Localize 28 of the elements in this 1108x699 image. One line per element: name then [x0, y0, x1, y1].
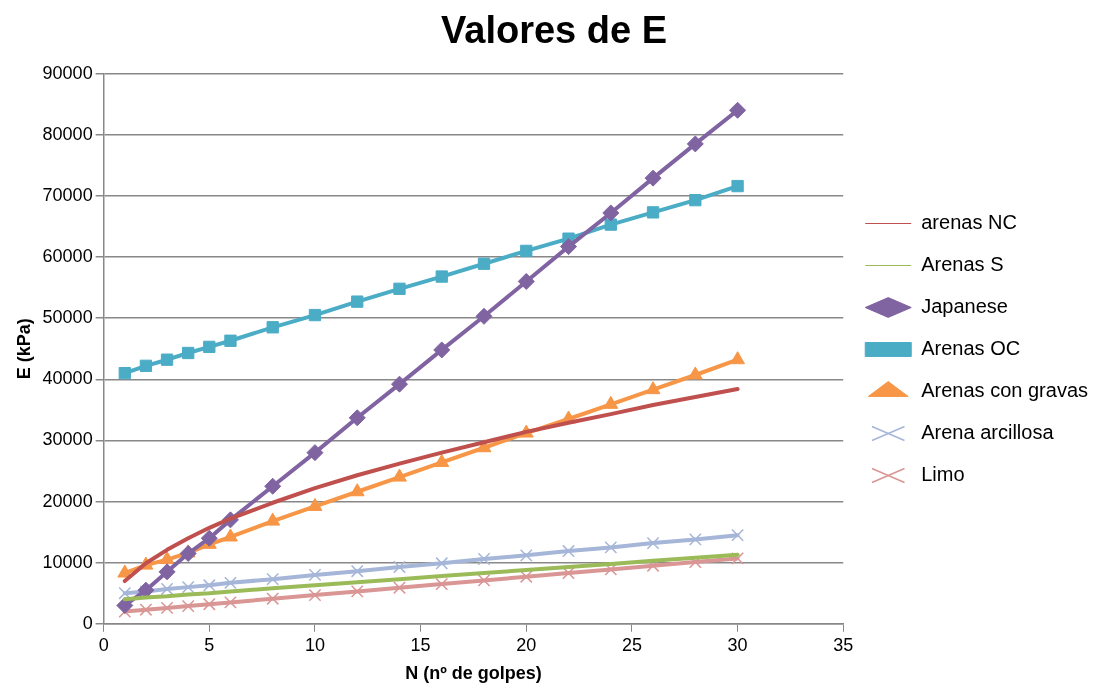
legend-label: Japanese [921, 295, 1008, 318]
x-axis-title: N (nº de golpes) [405, 663, 542, 684]
x-tick-label: 10 [304, 634, 325, 655]
y-tick-label: 30000 [42, 429, 93, 450]
legend-label: Limo [921, 463, 965, 486]
y-tick-label: 60000 [42, 245, 93, 266]
y-tick-label: 0 [82, 612, 93, 633]
x-tick-label: 20 [516, 634, 537, 655]
y-tick-label: 70000 [42, 184, 93, 205]
legend-label: Arena arcillosa [921, 421, 1055, 444]
legend-label: Arenas S [921, 253, 1004, 276]
y-tick-label: 90000 [42, 62, 93, 83]
y-tick-label: 20000 [42, 490, 93, 511]
y-tick-label: 10000 [42, 551, 93, 572]
y-tick-label: 50000 [42, 307, 93, 328]
chart-title: Valores de E [440, 9, 668, 52]
x-tick-label: 25 [621, 634, 642, 655]
y-axis-title: E (kPa) [13, 318, 34, 380]
legend-label: arenas NC [921, 211, 1017, 234]
x-tick-label: 15 [410, 634, 431, 655]
legend-label: Arenas OC [921, 337, 1021, 360]
legend-label: Arenas con gravas [921, 379, 1089, 402]
y-tick-label: 80000 [42, 123, 93, 144]
y-tick-label: 40000 [42, 368, 93, 389]
x-tick-label: 30 [727, 634, 748, 655]
x-tick-label: 5 [204, 634, 215, 655]
x-tick-label: 35 [833, 634, 854, 655]
x-tick-label: 0 [98, 634, 109, 655]
